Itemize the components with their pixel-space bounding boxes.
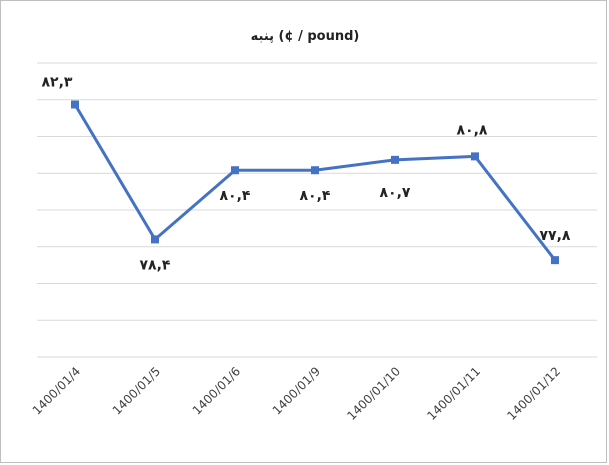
data-label: ۸۲,۳ [42, 75, 73, 91]
data-point [71, 100, 79, 109]
data-point [471, 152, 479, 161]
data-label: ۸۰,۸ [457, 122, 488, 138]
x-tick-label: 1400/01/4 [30, 364, 83, 417]
data-label: ۸۰,۴ [300, 188, 331, 204]
x-tick-label: 1400/01/11 [424, 364, 483, 423]
data-labels: ۸۲,۳ ۷۸,۴ ۸۰,۴ ۸۰,۴ ۸۰,۷ ۸۰,۸ ۷۷,۸ [42, 75, 571, 274]
data-points [71, 100, 559, 265]
data-label: ۷۸,۴ [140, 257, 171, 273]
data-point [391, 155, 399, 164]
data-point [311, 166, 319, 175]
data-point [231, 166, 239, 175]
x-tick-label: 1400/01/12 [504, 364, 563, 423]
data-label: ۷۷,۸ [540, 228, 571, 244]
data-label: ۸۰,۴ [220, 188, 251, 204]
data-point [151, 235, 159, 244]
x-tick-label: 1400/01/9 [270, 364, 323, 417]
chart-title: پنبه (¢ / pound) [251, 29, 360, 44]
x-tick-label: 1400/01/10 [344, 364, 403, 423]
x-tick-label: 1400/01/5 [110, 364, 163, 417]
x-tick-label: 1400/01/6 [190, 364, 243, 417]
data-label: ۸۰,۷ [380, 185, 411, 201]
x-axis-ticks: 1400/01/4 1400/01/5 1400/01/6 1400/01/9 1400… [30, 364, 563, 423]
data-point [551, 256, 559, 265]
gridlines [37, 62, 597, 358]
